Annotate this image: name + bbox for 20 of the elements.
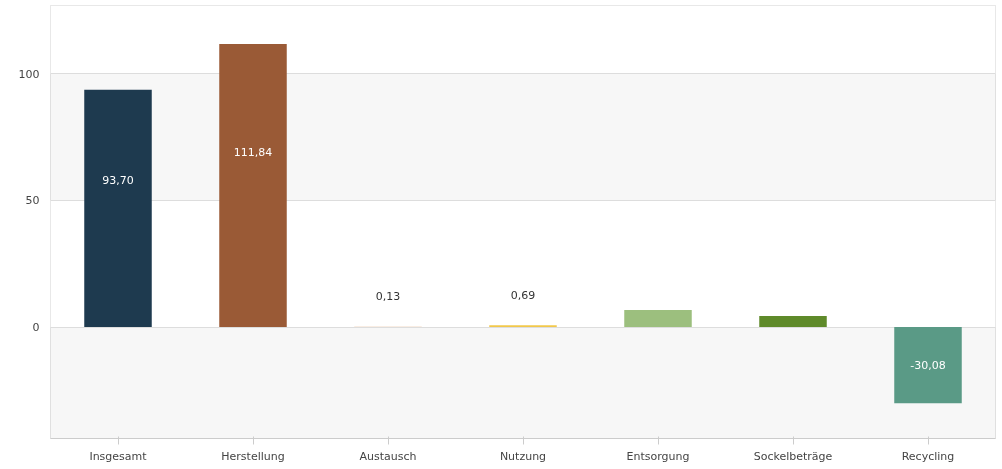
x-tick-label: Sockelbeträge [753, 449, 833, 463]
x-tick-label: Recycling [901, 449, 955, 463]
bar [84, 89, 152, 328]
data-label: 111,84 [233, 145, 273, 159]
data-label: -30,08 [910, 359, 946, 373]
x-tick-label: Austausch [359, 449, 417, 463]
y-tick-label: 100 [18, 67, 40, 81]
data-label: 0,69 [510, 289, 536, 303]
x-tick-label: Herstellung [221, 449, 285, 463]
bar [219, 43, 287, 328]
x-tick-label: Insgesamt [89, 449, 148, 463]
data-label: 93,70 [102, 173, 134, 187]
data-label: 0,13 [375, 290, 401, 304]
bar [894, 327, 962, 404]
x-tick-label: Entsorgung [626, 449, 690, 463]
y-tick-label: 50 [25, 194, 40, 208]
bar [624, 310, 692, 328]
x-tick-label: Nutzung [499, 449, 547, 463]
bar [759, 315, 827, 328]
y-tick-label: 0 [32, 321, 40, 335]
